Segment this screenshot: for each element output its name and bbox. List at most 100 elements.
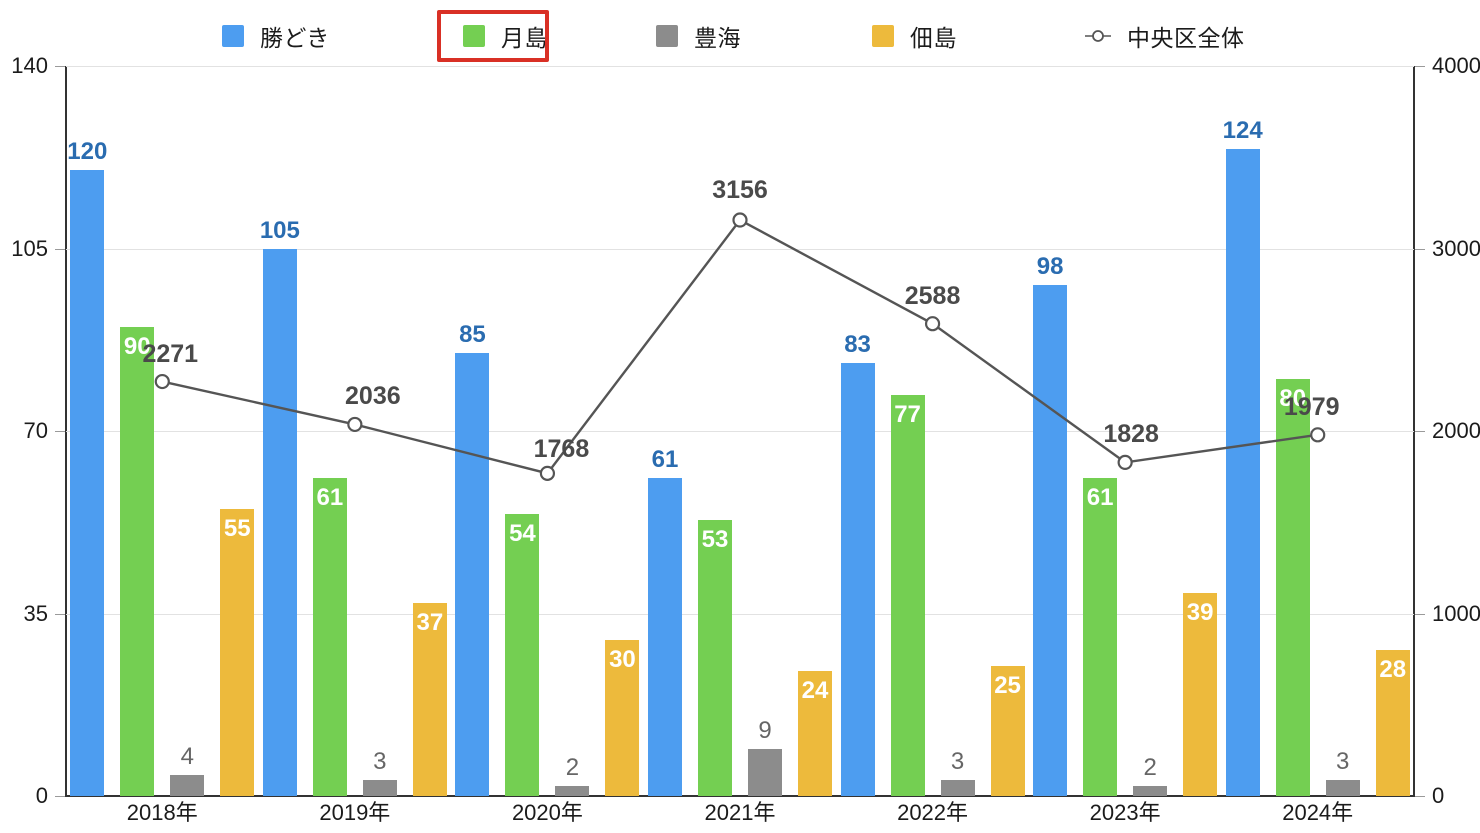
- left-tick-mark: [55, 796, 65, 797]
- bar-月島-2024年[interactable]: 80: [1275, 378, 1310, 796]
- x-axis-label-2024年: 2024年: [1282, 800, 1354, 825]
- left-tick-label: 0: [35, 783, 48, 808]
- line-value-label: 1979: [1283, 392, 1340, 421]
- bar-value-label: 9: [758, 717, 772, 745]
- legend-item-3[interactable]: 豊海: [656, 22, 741, 51]
- right-tick-label: 0: [1432, 783, 1445, 808]
- left-tick-label: 105: [11, 235, 48, 261]
- bar-月島-2020年[interactable]: 54: [505, 514, 540, 796]
- bar-月島-2022年[interactable]: 77: [890, 394, 925, 796]
- left-tick-mark: [55, 248, 65, 250]
- gridline: [66, 66, 1414, 67]
- line-point-2020年[interactable]: [539, 465, 556, 481]
- bar-value-label: 30: [609, 645, 636, 673]
- line-value-label: 3156: [712, 176, 768, 205]
- bar-value-label: 61: [1086, 483, 1114, 511]
- bar-勝どき-2020年[interactable]: 85: [455, 322, 490, 796]
- bar-value-label: 55: [223, 515, 251, 543]
- right-tick-mark: [1415, 796, 1425, 797]
- bar-value-label: 24: [801, 676, 829, 704]
- bar-豊海-2019年[interactable]: 3: [362, 750, 397, 796]
- bar-豊海-2024年[interactable]: 3: [1325, 750, 1360, 796]
- line-marker-icon: [1085, 25, 1111, 47]
- bar-value-label: 3: [1336, 748, 1350, 776]
- right-tick-label: 2000: [1432, 418, 1480, 443]
- bar-佃島-2020年[interactable]: 30: [605, 639, 640, 796]
- right-tick-mark: [1415, 431, 1425, 432]
- legend-swatch-icon: [463, 25, 485, 47]
- legend-item-2[interactable]: 月島: [463, 22, 548, 51]
- bar-佃島-2023年[interactable]: 39: [1183, 592, 1218, 796]
- bar-value-label: 25: [994, 671, 1021, 699]
- gridline: [66, 613, 1414, 615]
- bar-value-label: 61: [651, 445, 679, 473]
- bar-value-label: 3: [950, 748, 965, 776]
- bar-勝どき-2022年[interactable]: 83: [840, 333, 875, 796]
- right-tick-mark: [1415, 248, 1425, 250]
- legend-item-label: 佃島: [910, 25, 957, 51]
- bar-勝どき-2024年[interactable]: 124: [1223, 119, 1263, 796]
- x-axis-label-2018年: 2018年: [126, 800, 198, 825]
- bar-勝どき-2023年[interactable]: 98: [1033, 255, 1068, 796]
- legend-item-5[interactable]: 中央区全体: [1085, 22, 1245, 51]
- bar-月島-2019年[interactable]: 61: [312, 477, 347, 796]
- right-tick-label: 1000: [1432, 600, 1480, 626]
- left-tick-label: 140: [11, 53, 48, 78]
- bar-佃島-2022年[interactable]: 25: [990, 665, 1025, 796]
- line-value-label: 1828: [1103, 420, 1159, 449]
- right-tick-label: 3000: [1432, 235, 1480, 261]
- bar-佃島-2019年[interactable]: 37: [412, 603, 447, 796]
- legend-item-label: 中央区全体: [1127, 25, 1245, 51]
- bar-value-label: 54: [509, 520, 536, 548]
- bar-value-label: 83: [844, 331, 871, 359]
- legend-swatch-icon: [656, 25, 678, 47]
- x-axis-label-2021年: 2021年: [704, 800, 776, 825]
- line-value-label: 2036: [345, 382, 401, 411]
- bar-佃島-2021年[interactable]: 24: [798, 670, 832, 796]
- left-tick-mark: [55, 431, 65, 432]
- bar-勝どき-2018年[interactable]: 120: [67, 140, 107, 796]
- bar-豊海-2018年[interactable]: 4: [170, 745, 205, 796]
- right-tick-label: 4000: [1432, 53, 1480, 78]
- bar-value-label: 37: [416, 609, 444, 637]
- bar-value-label: 85: [459, 320, 486, 348]
- bar-value-label: 53: [701, 525, 729, 553]
- line-point-2022年[interactable]: [924, 316, 941, 332]
- line-point-2018年[interactable]: [154, 373, 170, 390]
- plot-area: 0 35 70 105 140 0 1000 2000 3000 4000 120 90 4 55 10…: [11, 55, 1480, 807]
- bar-value-label: 2: [565, 753, 580, 781]
- bar-value-label: 120: [67, 138, 108, 166]
- legend-item-label: 豊海: [694, 25, 741, 51]
- gridline: [66, 431, 1414, 432]
- line-value-label: 1768: [533, 435, 590, 464]
- bar-豊海-2021年[interactable]: 9: [748, 719, 782, 796]
- bar-月島-2021年[interactable]: 53: [698, 519, 732, 796]
- line-point-2019年[interactable]: [347, 416, 363, 433]
- right-axis-line: [1413, 66, 1415, 796]
- bar-佃島-2024年[interactable]: 28: [1375, 650, 1410, 796]
- bar-勝どき-2019年[interactable]: 105: [260, 218, 300, 796]
- bar-月島-2023年[interactable]: 61: [1083, 477, 1118, 796]
- bar-勝どき-2021年[interactable]: 61: [648, 447, 682, 796]
- line-value-label: 2271: [142, 339, 199, 368]
- left-tick-label: 35: [23, 600, 48, 626]
- bar-月島-2018年[interactable]: 90: [120, 326, 155, 796]
- bar-value-label: 3: [373, 748, 387, 776]
- bar-佃島-2018年[interactable]: 55: [220, 509, 255, 796]
- line-point-2023年[interactable]: [1117, 454, 1133, 470]
- legend-item-1[interactable]: 勝どき: [222, 22, 330, 51]
- bar-value-label: 28: [1379, 656, 1407, 683]
- line-point-2021年[interactable]: [732, 212, 748, 228]
- bar-value-label: 2: [1143, 753, 1157, 781]
- bar-豊海-2023年[interactable]: 2: [1133, 755, 1168, 796]
- left-tick-label: 70: [23, 418, 48, 443]
- bar-豊海-2022年[interactable]: 3: [940, 750, 975, 796]
- legend-swatch-icon: [872, 25, 894, 47]
- bar-value-label: 80: [1279, 384, 1307, 412]
- line-point-2024年[interactable]: [1310, 427, 1326, 443]
- legend-item-4[interactable]: 佃島: [872, 22, 957, 51]
- bar-value-label: 77: [894, 400, 921, 428]
- bar-豊海-2020年[interactable]: 2: [555, 755, 590, 796]
- gridline: [66, 248, 1414, 250]
